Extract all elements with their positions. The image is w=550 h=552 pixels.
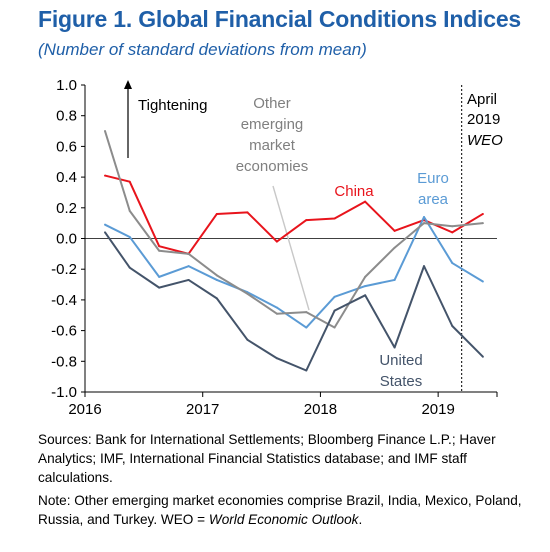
series-line-united-states [104, 231, 484, 372]
data-point [305, 369, 308, 372]
data-point [246, 211, 249, 214]
chart-title: Figure 1. Global Financial Conditions In… [38, 6, 522, 32]
data-point [333, 295, 336, 298]
data-point [187, 278, 190, 281]
data-point [423, 265, 426, 268]
chart-subtitle: (Number of standard deviations from mean… [38, 40, 367, 59]
data-point [423, 222, 426, 225]
line-chart: 1.00.80.60.40.20.0-0.2-0.4-0.6-0.8-1.020… [51, 77, 503, 418]
data-point [481, 355, 484, 358]
euro-area-label: Euro [417, 170, 449, 187]
x-tick-label: 2016 [68, 401, 101, 418]
y-tick-label: -0.8 [51, 353, 77, 370]
data-point [215, 278, 218, 281]
data-point [451, 324, 454, 327]
y-tick-label: -0.6 [51, 323, 77, 340]
data-point [393, 246, 396, 249]
data-point [246, 292, 249, 295]
weo-label-year: 2019 [467, 111, 500, 128]
data-point [128, 266, 131, 269]
y-tick-label: -0.4 [51, 292, 77, 309]
y-tick-label: 0.6 [56, 138, 77, 155]
data-point [451, 231, 454, 234]
other-em-label: economies [236, 158, 309, 175]
y-tick-label: 0.2 [56, 200, 77, 217]
euro-area-label: area [418, 191, 449, 208]
series-line-other-emerging-market-economies [104, 130, 483, 329]
data-point [364, 275, 367, 278]
x-tick-label: 2017 [186, 401, 219, 418]
data-point [128, 180, 131, 183]
note-text: Note: Other emerging market economies co… [38, 493, 522, 527]
data-point [158, 249, 161, 252]
y-tick-label: -1.0 [51, 384, 77, 401]
data-point [333, 326, 336, 329]
data-point [393, 346, 396, 349]
note-end: . [358, 512, 363, 527]
data-point [481, 280, 484, 283]
data-point [158, 245, 161, 248]
data-point [104, 223, 107, 226]
tightening-arrow-head [124, 80, 132, 89]
data-point [215, 212, 218, 215]
y-tick-label: 1.0 [56, 77, 77, 94]
note-italic: World Economic Outlook [208, 512, 359, 527]
x-tick-label: 2019 [421, 401, 454, 418]
data-point [481, 222, 484, 225]
data-point [333, 309, 336, 312]
data-point [481, 212, 484, 215]
data-point [158, 275, 161, 278]
data-point [333, 217, 336, 220]
data-point [393, 278, 396, 281]
data-point [305, 219, 308, 222]
data-point [246, 338, 249, 341]
data-point [158, 286, 161, 289]
data-point [451, 262, 454, 265]
united-states-label: United [379, 352, 422, 369]
data-point [275, 312, 278, 315]
data-point [393, 229, 396, 232]
data-point [305, 311, 308, 314]
data-point [275, 306, 278, 309]
data-point [215, 297, 218, 300]
other-em-leader [272, 185, 310, 311]
data-point [275, 357, 278, 360]
data-point [187, 265, 190, 268]
other-em-label: Other [253, 95, 291, 112]
chart-notes: Sources: Bank for International Settleme… [38, 430, 538, 533]
other-em-label: market [249, 137, 296, 154]
other-em-label: emerging [241, 116, 304, 133]
data-point [187, 252, 190, 255]
series-line-china [104, 174, 484, 255]
data-point [451, 225, 454, 228]
data-point [305, 326, 308, 329]
data-point [364, 285, 367, 288]
china-label: China [334, 183, 374, 200]
data-point [215, 274, 218, 277]
y-tick-label: -0.2 [51, 261, 77, 278]
data-point [104, 174, 107, 177]
y-tick-label: 0.0 [56, 231, 77, 248]
data-point [275, 240, 278, 243]
x-tick-label: 2018 [304, 401, 337, 418]
united-states-label: States [380, 373, 423, 390]
data-point [128, 235, 131, 238]
data-point [423, 216, 426, 219]
tightening-label: Tightening [138, 97, 208, 114]
data-point [364, 200, 367, 203]
data-point [104, 231, 107, 234]
data-point [104, 130, 107, 133]
definition-note: Note: Other emerging market economies co… [38, 491, 538, 529]
y-tick-label: 0.8 [56, 108, 77, 125]
y-tick-label: 0.4 [56, 169, 77, 186]
weo-label-month: April [467, 91, 497, 108]
data-point [128, 209, 131, 212]
sources-note: Sources: Bank for International Settleme… [38, 432, 496, 485]
weo-label-name: WEO [467, 132, 503, 149]
data-point [364, 294, 367, 297]
